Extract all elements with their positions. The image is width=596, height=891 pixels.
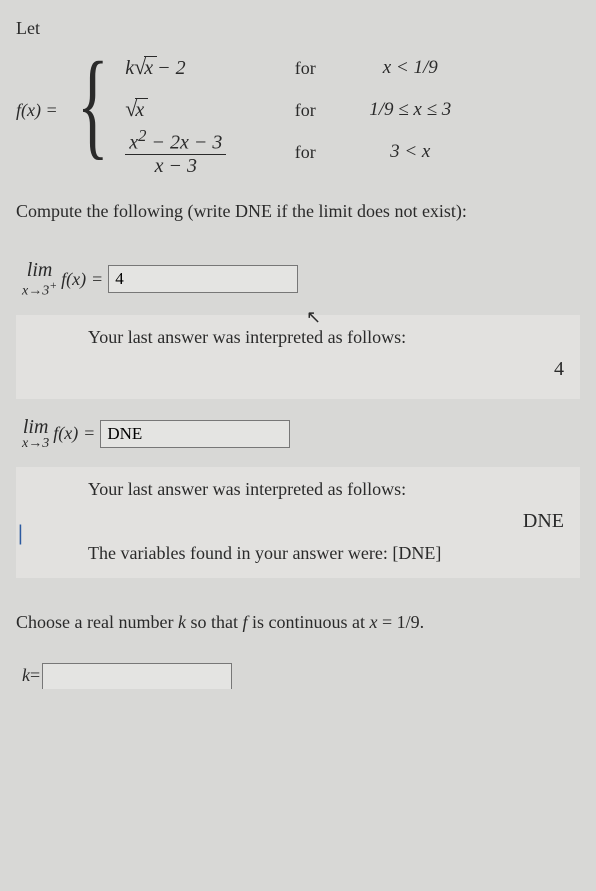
q1-fx: f(x) xyxy=(61,269,86,290)
k-answer-input[interactable] xyxy=(42,663,232,689)
q2-eq: = xyxy=(84,423,94,444)
case-row-1: k √x − 2 for x < 1/9 xyxy=(125,49,485,87)
lim-sub-2: x→3 xyxy=(22,437,49,451)
lim-word-2: lim xyxy=(23,417,49,437)
case3-num-rest: − 2x − 3 xyxy=(146,132,222,154)
sqrt-icon: √x xyxy=(134,56,157,80)
case3-cond: 3 < x xyxy=(335,141,485,163)
feedback-2: Your last answer was interpreted as foll… xyxy=(16,467,580,578)
fx-label: f(x) = xyxy=(16,100,58,121)
q2-answer-input[interactable] xyxy=(100,420,290,448)
q1-eq: = xyxy=(92,269,102,290)
case2-sqrt-arg: x xyxy=(135,98,148,122)
text-caret-icon: | xyxy=(18,520,23,546)
left-brace-icon: { xyxy=(77,53,109,155)
let-label: Let xyxy=(16,18,580,39)
limit-2: lim x→3 xyxy=(22,417,49,451)
case-row-2: √x for 1/9 ≤ x ≤ 3 xyxy=(125,91,485,129)
lim-sub-1: x→3 xyxy=(22,284,49,299)
q1-answer-input[interactable] xyxy=(108,265,298,293)
case3-den-r: − 3 xyxy=(163,155,197,177)
fb1-value: 4 xyxy=(88,358,564,381)
lim-word-1: lim xyxy=(27,260,53,280)
case1-k: k xyxy=(125,57,134,80)
case1-cond-r: 1/9 xyxy=(413,57,437,78)
case1-cond-x: x xyxy=(383,57,391,78)
case1-sqrt-arg: x xyxy=(144,56,157,80)
k-line: k = xyxy=(22,663,580,689)
piecewise-function: f(x) = { k √x − 2 for x < 1/9 xyxy=(16,49,580,171)
q2-fx: f(x) xyxy=(53,423,78,444)
cases-container: k √x − 2 for x < 1/9 √x for xyxy=(125,49,485,171)
choose-k: k xyxy=(178,612,186,632)
case2-cond: 1/9 ≤ x ≤ 3 xyxy=(335,99,485,121)
k-label: k xyxy=(22,665,30,686)
k-eq: = xyxy=(30,665,40,686)
fb2-vars-v: DNE xyxy=(398,543,435,563)
choose-text: Choose a real number k so that f is cont… xyxy=(16,612,580,633)
question-1: lim x→3+ f(x) = xyxy=(16,260,580,299)
case-row-3: x2 − 2x − 3 x − 3 for 3 < x xyxy=(125,133,485,171)
fraction: x2 − 2x − 3 x − 3 xyxy=(125,127,226,177)
instruction-text: Compute the following (write DNE if the … xyxy=(16,201,580,222)
fb1-text: Your last answer was interpreted as foll… xyxy=(88,327,564,348)
choose-mid: so that xyxy=(186,612,243,632)
sqrt-icon-2: √x xyxy=(125,98,148,122)
choose-eq: = 1/9. xyxy=(377,612,424,632)
cursor-icon: ↖ xyxy=(306,307,321,328)
fb2-vars-post: ] xyxy=(435,543,441,563)
question-2: lim x→3 f(x) = xyxy=(16,417,580,451)
fb2-vars-pre: The variables found in your answer were:… xyxy=(88,543,398,563)
feedback-1: Your last answer was interpreted as foll… xyxy=(16,315,580,399)
case1-cond-op: < xyxy=(391,57,413,78)
case2-for: for xyxy=(275,100,335,121)
fb2-value: DNE xyxy=(88,510,564,533)
choose-pre: Choose a real number xyxy=(16,612,178,632)
case1-minus2: − 2 xyxy=(157,57,186,80)
choose-post: is continuous at xyxy=(247,612,369,632)
fb2-text: Your last answer was interpreted as foll… xyxy=(88,479,564,500)
case3-num-x: x xyxy=(129,132,138,154)
limit-1: lim x→3+ xyxy=(22,260,57,299)
lim-sup-1: + xyxy=(49,279,57,292)
case3-for: for xyxy=(275,142,335,163)
case1-for: for xyxy=(275,58,335,79)
